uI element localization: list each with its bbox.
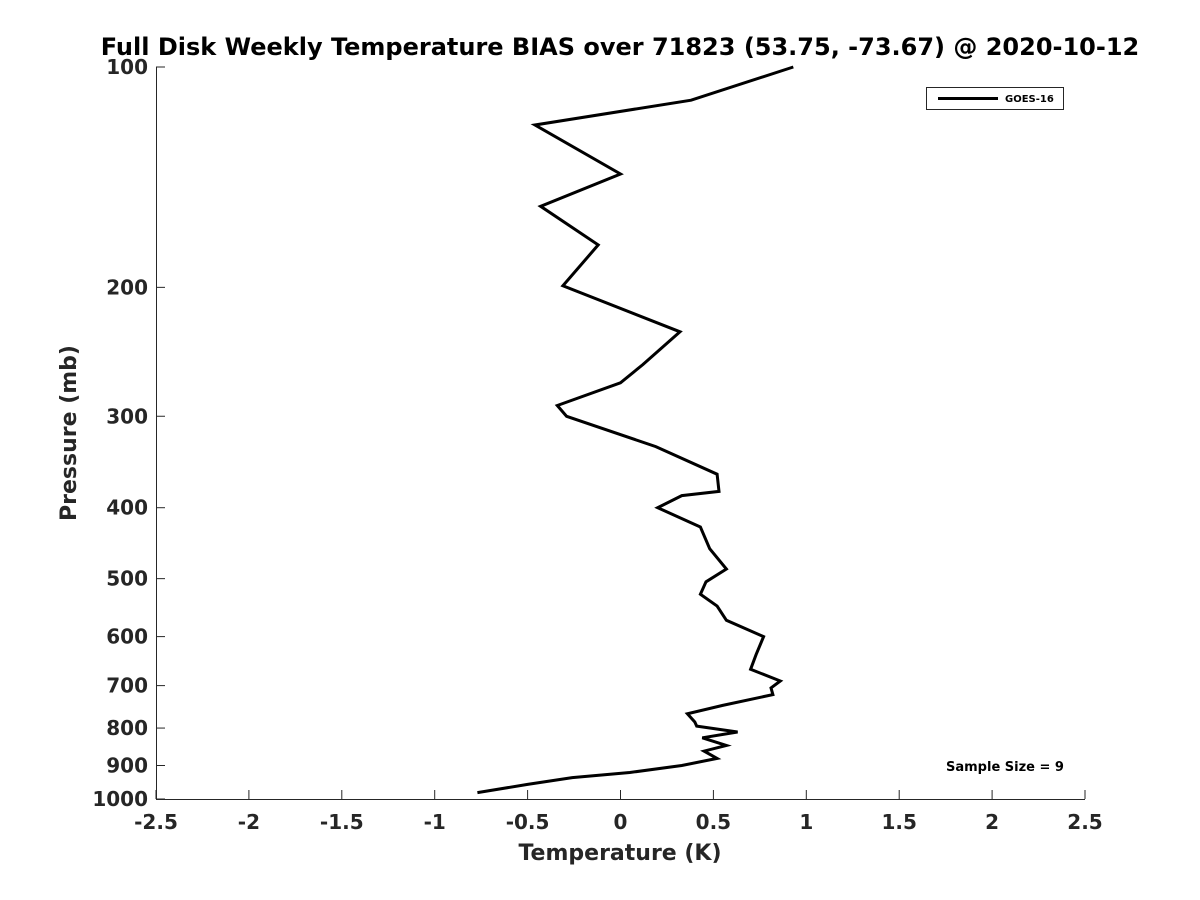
y-tick-label: 800 bbox=[106, 716, 148, 740]
legend: GOES-16 bbox=[926, 87, 1064, 110]
legend-label: GOES-16 bbox=[1005, 94, 1054, 105]
chart-title: Full Disk Weekly Temperature BIAS over 7… bbox=[101, 33, 1140, 61]
x-tick-label: 1 bbox=[799, 810, 813, 834]
x-tick-label: -1.5 bbox=[320, 810, 364, 834]
y-axis-label: Pressure (mb) bbox=[57, 345, 82, 521]
y-tick-label: 600 bbox=[106, 625, 148, 649]
y-tick-label: 400 bbox=[106, 496, 148, 520]
y-tick-label: 700 bbox=[106, 674, 148, 698]
series-line-goes-16 bbox=[477, 65, 794, 795]
y-tick-label: 300 bbox=[106, 404, 148, 428]
axes bbox=[156, 67, 1085, 800]
series-layer bbox=[477, 65, 794, 795]
x-tick-label: -2.5 bbox=[134, 810, 178, 834]
x-tick-label: 0 bbox=[614, 810, 628, 834]
x-tick-label: 2.5 bbox=[1067, 810, 1102, 834]
x-tick-label: -1 bbox=[424, 810, 446, 834]
y-tick-label: 900 bbox=[106, 754, 148, 778]
x-axis-label: Temperature (K) bbox=[518, 841, 721, 866]
x-tick-label: 1.5 bbox=[881, 810, 916, 834]
x-tick-label: -0.5 bbox=[506, 810, 550, 834]
y-tick-label: 100 bbox=[106, 55, 148, 79]
y-tick-label: 500 bbox=[106, 567, 148, 591]
y-ticks: 100 200 300 400 500 600 700 800 900 1000 bbox=[92, 55, 165, 811]
x-tick-label: -2 bbox=[238, 810, 260, 834]
y-tick-label: 200 bbox=[106, 275, 148, 299]
y-tick-label: 1000 bbox=[92, 787, 148, 811]
x-tick-label: 2 bbox=[985, 810, 999, 834]
x-tick-label: 0.5 bbox=[696, 810, 731, 834]
x-ticks: -2.5 -2 -1.5 -1 -0.5 0 0.5 1 1.5 2 2.5 bbox=[134, 790, 1103, 834]
sample-size-annotation: Sample Size = 9 bbox=[946, 760, 1064, 775]
